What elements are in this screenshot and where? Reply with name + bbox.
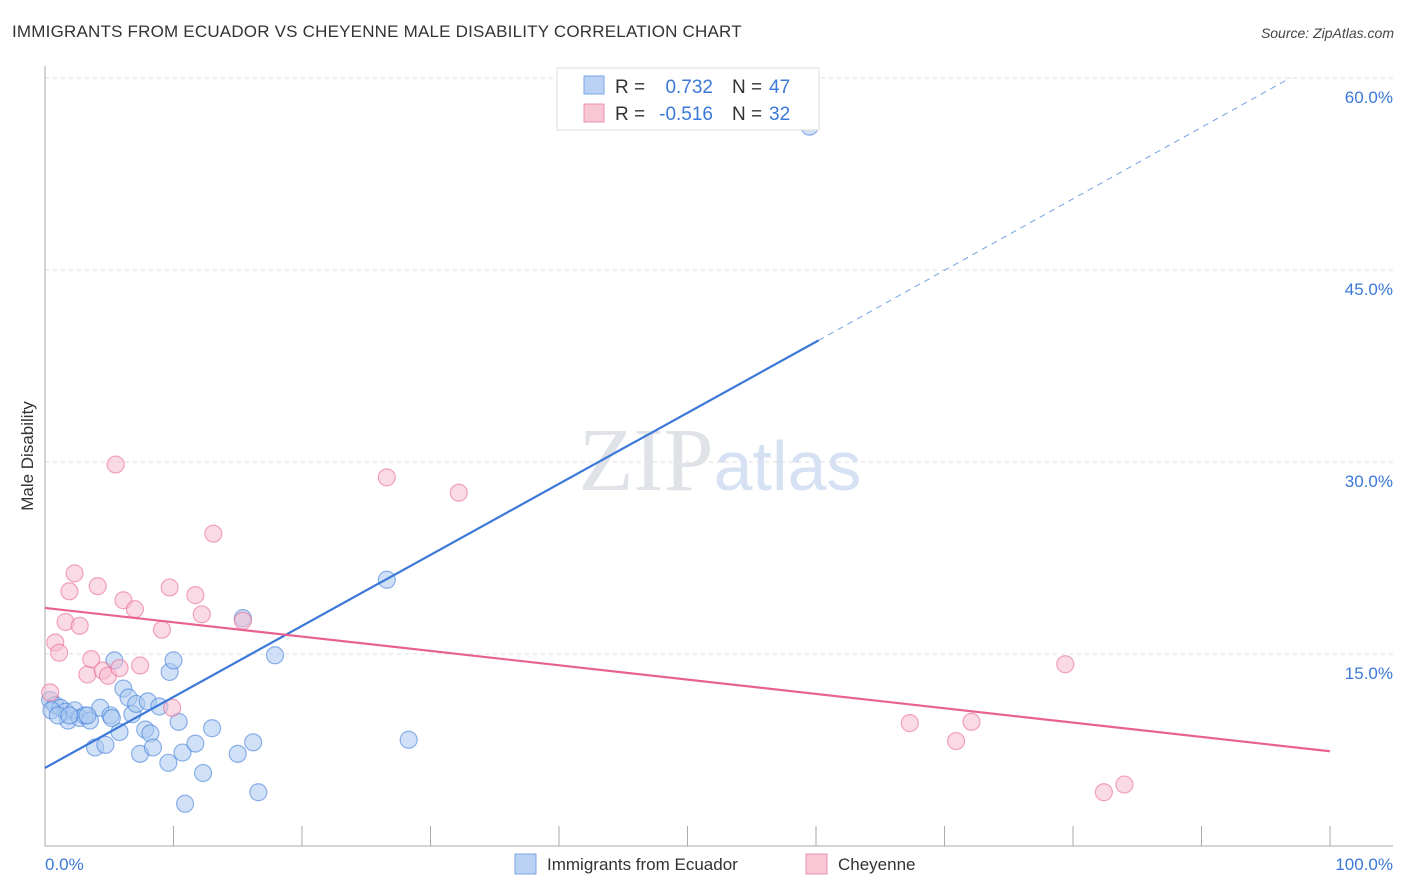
ecuador-point — [173, 743, 192, 762]
legend-n-value: 47 — [769, 77, 790, 98]
cheyenne-point — [106, 455, 125, 474]
cheyenne-point — [186, 586, 205, 605]
cheyenne-point — [82, 650, 101, 669]
cheyenne-trend-line — [44, 606, 1331, 753]
cheyenne-point — [233, 611, 252, 630]
cheyenne-point — [88, 577, 107, 596]
cheyenne-point — [377, 468, 396, 487]
ecuador-point — [202, 719, 222, 738]
bottom-legend-swatch-ecuador — [514, 853, 537, 875]
ecuador-point — [96, 735, 115, 754]
legend-n-label: N = — [732, 77, 762, 98]
cheyenne-point — [152, 620, 172, 639]
ecuador-point — [102, 708, 121, 728]
cheyenne-point — [962, 712, 981, 731]
ecuador-trend-extension — [818, 77, 1291, 341]
chart-title: IMMIGRANTS FROM ECUADOR VS CHEYENNE MALE… — [12, 22, 742, 41]
y-tick-label: 60.0% — [1345, 88, 1393, 107]
bottom-legend-label-cheyenne: Cheyenne — [838, 855, 916, 874]
ecuador-point — [78, 706, 97, 725]
cheyenne-point — [900, 714, 919, 733]
legend-swatch-cheyenne — [583, 103, 605, 123]
bottom-legend: Immigrants from Ecuador Cheyenne — [514, 853, 916, 875]
cheyenne-point — [78, 665, 97, 684]
legend-r-label: R = — [615, 77, 645, 98]
y-tick-label: 45.0% — [1345, 280, 1393, 299]
y-tick-label: 30.0% — [1345, 472, 1393, 491]
cheyenne-point — [125, 600, 145, 619]
cheyenne-point — [1094, 783, 1113, 802]
legend-n-label: N = — [732, 104, 762, 125]
cheyenne-point — [204, 524, 223, 543]
ecuador-point — [143, 738, 163, 757]
cheyenne-point — [946, 731, 966, 751]
gridlines: 15.0% 30.0% 45.0% 60.0% — [45, 77, 1393, 683]
cheyenne-point — [160, 578, 179, 597]
legend-r-value: 0.732 — [665, 77, 713, 98]
ecuador-point — [186, 734, 205, 753]
cheyenne-point — [41, 683, 60, 702]
cheyenne-point — [449, 483, 468, 502]
cheyenne-point — [65, 564, 84, 583]
x-tick-label-min: 0.0% — [45, 855, 84, 874]
source-label: Source: ZipAtlas.com — [1260, 25, 1394, 41]
legend-r-label: R = — [615, 104, 645, 125]
x-tick-label-max: 100.0% — [1335, 855, 1393, 874]
bottom-legend-swatch-cheyenne — [805, 853, 828, 875]
cheyenne-point — [1115, 775, 1134, 794]
ecuador-point — [265, 646, 285, 665]
cheyenne-point — [130, 656, 150, 675]
ecuador-point — [60, 706, 79, 725]
y-tick-label: 15.0% — [1345, 664, 1393, 683]
legend-swatch-ecuador — [583, 75, 605, 95]
legend-n-value: 32 — [769, 104, 790, 125]
ecuador-point — [228, 744, 247, 763]
trend-lines — [44, 77, 1331, 769]
axes — [44, 66, 1393, 847]
cheyenne-point — [60, 582, 79, 601]
legend-r-value: -0.516 — [659, 104, 713, 125]
cheyenne-point — [70, 616, 89, 635]
cheyenne-point — [50, 643, 69, 662]
watermark: ZIPatlas — [579, 411, 862, 510]
ecuador-point — [249, 783, 268, 802]
ecuador-trend-line — [44, 339, 820, 769]
legend: R = 0.732 N = 47 R = -0.516 N = 32 — [556, 67, 820, 131]
ecuador-point — [164, 651, 183, 670]
cheyenne-point — [110, 658, 129, 678]
ecuador-point — [159, 753, 178, 772]
bottom-legend-label-ecuador: Immigrants from Ecuador — [547, 855, 738, 874]
y-axis-label: Male Disability — [18, 401, 37, 511]
cheyenne-point — [163, 698, 182, 717]
cheyenne-point — [192, 605, 211, 624]
ecuador-point — [399, 730, 418, 749]
data-points — [41, 117, 1134, 813]
ecuador-point — [193, 763, 213, 783]
cheyenne-point — [1056, 655, 1075, 674]
ecuador-point — [244, 733, 263, 752]
ecuador-point — [175, 794, 195, 813]
